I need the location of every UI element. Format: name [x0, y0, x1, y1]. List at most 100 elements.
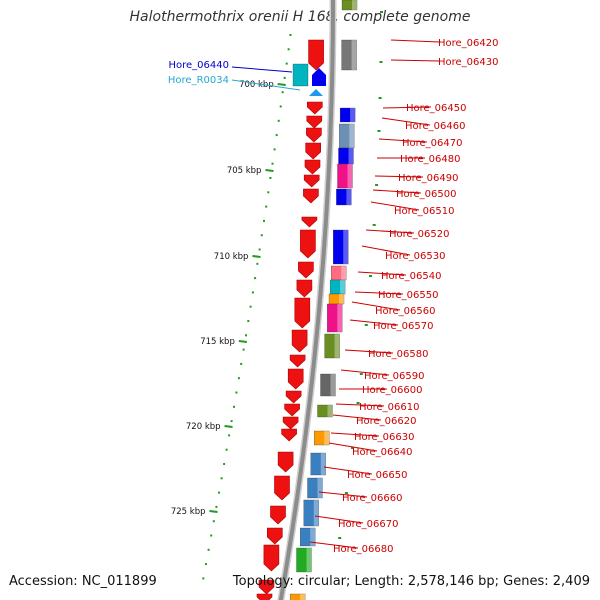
- label-leader-line: [354, 291, 404, 295]
- map-title: Halothermothrix orenii H 168, complete g…: [129, 9, 471, 25]
- right-scale-tick: [364, 324, 368, 326]
- gene-box-shade: [351, 40, 357, 70]
- gene-label: Hore_06490: [398, 173, 459, 184]
- scale-dot: [283, 76, 286, 79]
- scale-dot: [256, 262, 259, 265]
- label-layer: Hore_06420 Hore_06430 Hore_06450 Hore_06460…: [168, 38, 499, 555]
- scale-dot: [260, 234, 263, 237]
- gene-label: Hore_06560: [375, 306, 436, 317]
- scale-dot: [233, 405, 235, 408]
- cds-arrow: [277, 451, 294, 473]
- label-leader-line: [361, 245, 411, 256]
- gene-box-shade: [352, 0, 357, 10]
- left-label-leader: [231, 66, 293, 73]
- right-scale-tick: [369, 275, 372, 277]
- gene-box-hore-06440: [292, 63, 309, 87]
- cds-arrow: [306, 127, 322, 143]
- left-label-leader: [231, 79, 301, 91]
- gene-label: Hore_06510: [394, 206, 455, 217]
- scale-dot: [287, 48, 290, 51]
- scale-dot: [267, 191, 270, 194]
- gene-box: [337, 163, 353, 189]
- scale-dot: [220, 477, 223, 480]
- scale-dot: [254, 277, 257, 280]
- cds-arrow: [296, 279, 313, 298]
- gene-box-shade: [310, 528, 316, 546]
- cds-arrow: [291, 329, 308, 353]
- trna-marker: [309, 89, 323, 96]
- gene-box-shade: [320, 453, 326, 475]
- label-leader-line: [349, 319, 399, 326]
- right-scale-tick: [351, 447, 354, 449]
- scale-dot: [237, 377, 240, 380]
- gene-label: Hore_06550: [378, 290, 439, 301]
- gene-box: [320, 373, 336, 397]
- gene-label: Hore_06620: [356, 416, 417, 427]
- gene-box: [341, 0, 358, 11]
- cds-arrow: [270, 505, 286, 525]
- gene-box: [317, 404, 333, 418]
- scale-dot: [212, 520, 215, 523]
- cds-arrow: [274, 475, 290, 501]
- kbp-marker-label: 720 kbp: [186, 422, 221, 432]
- right-scale-tick: [338, 537, 342, 539]
- cds-arrow: [256, 593, 273, 600]
- gene-box: [314, 430, 330, 446]
- gene-box-shade: [317, 478, 323, 498]
- label-leader-line: [323, 466, 373, 475]
- gene-label: Hore_06520: [389, 229, 450, 240]
- scale-dot: [235, 391, 238, 394]
- kbp-marker-label: 725 kbp: [171, 507, 206, 517]
- scale-dot: [273, 148, 276, 151]
- gene-label: Hore_06530: [385, 251, 446, 262]
- genome-summary-text: Topology: circular; Length: 2,578,146 bp…: [232, 574, 590, 589]
- label-leader-line: [357, 271, 407, 276]
- scale-dot: [271, 162, 274, 165]
- cds-arrow: [263, 544, 280, 572]
- scale-dot: [263, 219, 265, 222]
- cds-arrow: [294, 297, 311, 329]
- cds-arrow: [281, 428, 297, 442]
- gene-box: [307, 477, 323, 499]
- scale-dot: [279, 105, 282, 108]
- gene-label: Hore_06590: [364, 371, 425, 382]
- gene-box-shade: [348, 148, 354, 164]
- gene-box: [289, 593, 306, 600]
- gene-box-shade: [306, 548, 312, 572]
- label-leader-line: [390, 39, 440, 43]
- right-scale-tick: [356, 402, 360, 404]
- gene-box: [341, 39, 357, 71]
- gene-label: Hore_06640: [352, 447, 413, 458]
- cds-arrow: [308, 39, 324, 71]
- gene-box-shade: [339, 294, 344, 304]
- gene-label: Hore_06580: [368, 349, 429, 360]
- right-scale-tick: [375, 184, 379, 186]
- gene-label: Hore_06650: [347, 470, 408, 481]
- gene-label: Hore_06570: [373, 321, 434, 332]
- kbp-marker-label: 705 kbp: [227, 166, 262, 176]
- scale-dot: [245, 334, 247, 337]
- tick-layer: 700 kbp 705 kbp 710 kbp 715 kbp 720 kbp 725 k…: [171, 11, 383, 580]
- gene-box: [300, 527, 316, 547]
- kbp-marker-label: 710 kbp: [214, 252, 249, 262]
- cds-arrow: [258, 579, 275, 595]
- gene-arrow-blue: [312, 68, 326, 86]
- gene-box-shade: [343, 230, 349, 264]
- gene-label: Hore_06450: [406, 103, 467, 114]
- scale-dot: [251, 291, 254, 294]
- scale-dot: [202, 577, 205, 580]
- cds-arrow: [282, 416, 299, 430]
- gene-label: Hore_06540: [381, 271, 442, 282]
- gene-box-shade: [313, 500, 319, 526]
- cds-arrow: [285, 390, 302, 404]
- gene-box-shade: [334, 334, 340, 358]
- scale-dot: [240, 362, 243, 365]
- scale-dot: [285, 62, 288, 65]
- label-leader-line: [332, 414, 382, 421]
- gene-box-shade: [346, 189, 352, 205]
- scale-dot: [265, 205, 268, 208]
- label-leader-line: [365, 229, 415, 234]
- label-leader-line: [381, 117, 431, 126]
- label-leader-line: [372, 189, 422, 194]
- label-leader-line: [340, 369, 390, 376]
